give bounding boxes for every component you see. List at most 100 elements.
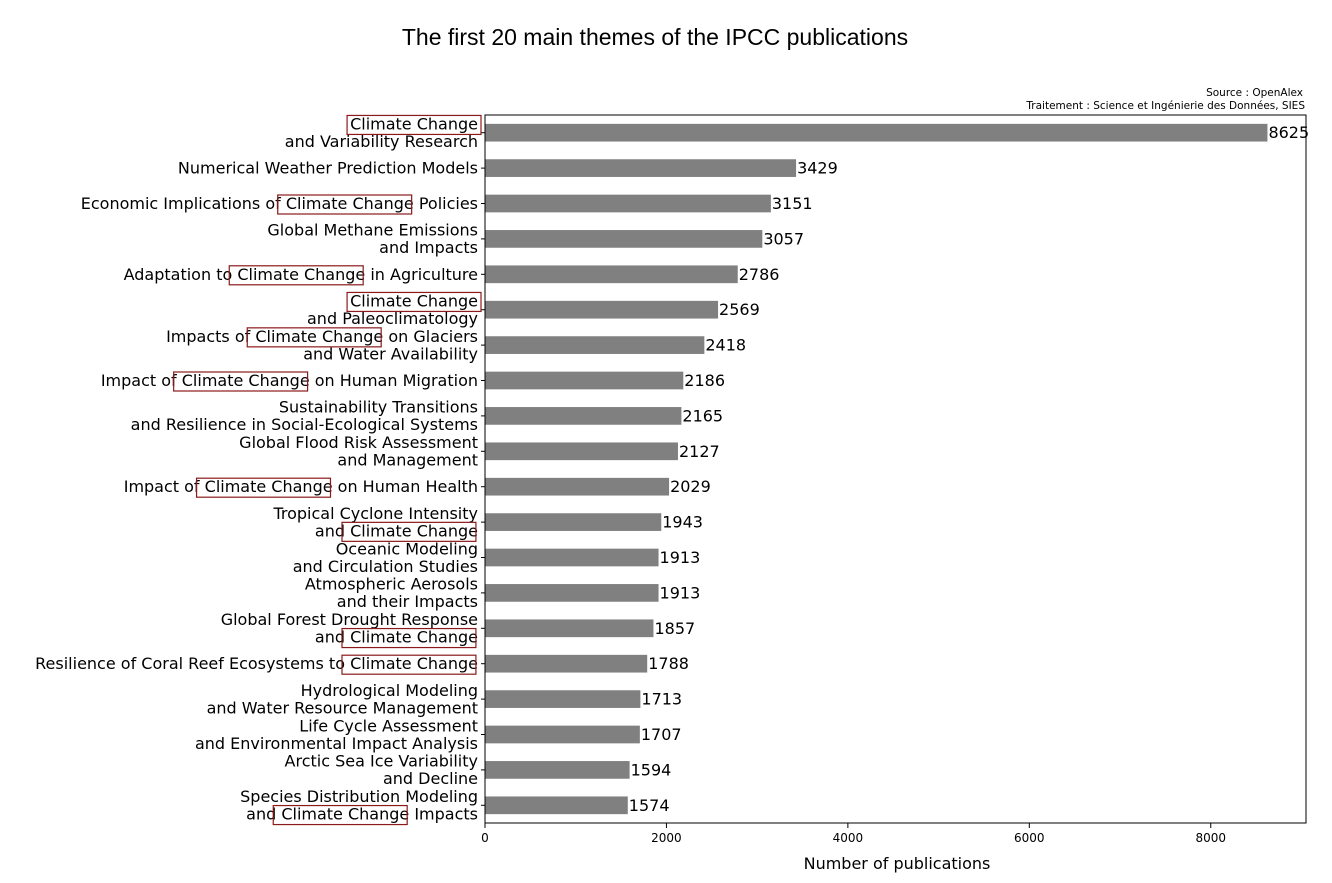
x-axis-ticks: 0 2000 4000 6000 8000 [481,823,1226,845]
data-label: 2186 [684,371,725,390]
category-label: and Impacts [379,238,478,257]
highlight-box [341,521,477,542]
bar [485,584,659,602]
category-label: and Circulation Studies [293,557,478,576]
category-label: and Management [337,451,478,470]
category-label: and Variability Research [285,132,478,151]
data-label: 1574 [629,796,670,815]
category-label: Tropical Cyclone Intensity [272,504,478,523]
category-label: Hydrological Modeling [301,681,478,700]
data-label: 2127 [679,442,720,461]
bar [485,159,797,177]
data-label: 1857 [654,619,695,638]
category-label: and their Impacts [337,592,478,611]
category-label: Impacts of Climate Change on Glaciers [166,327,478,346]
bar [485,513,662,531]
bar [485,230,763,248]
chart-title: The first 20 main themes of the IPCC pub… [402,24,908,50]
category-label: Atmospheric Aerosols [305,575,478,594]
data-label: 1788 [648,654,689,673]
data-label: 1943 [662,513,703,532]
bar [485,548,659,567]
bar [485,477,670,496]
bar [485,371,684,390]
category-label: Global Flood Risk Assessment [239,433,478,452]
bar [485,690,641,708]
bar [485,300,719,319]
data-label: 2418 [705,336,746,355]
category-label: and Environmental Impact Analysis [195,734,478,753]
bar [485,336,705,354]
highlight-box [195,477,332,498]
highlight-box [246,327,382,348]
data-label: 8625 [1268,123,1309,142]
data-label: 1707 [641,725,682,744]
category-label: and Water Availability [303,344,478,363]
bar [485,761,630,779]
category-label: Impact of Climate Change on Human Health [124,477,478,496]
category-label: Life Cycle Assessment [299,716,478,735]
highlight-box [173,371,309,392]
x-tick-label: 0 [481,831,489,845]
data-label: 2029 [670,477,711,496]
data-label: 3429 [797,159,838,178]
category-label: Global Methane Emissions [267,221,478,240]
highlight-box [341,654,477,675]
category-label: Oceanic Modeling [336,539,478,558]
x-tick-label: 2000 [651,831,682,845]
highlight-box [228,265,364,286]
category-label: Impact of Climate Change on Human Migrat… [101,371,478,390]
category-label: and Decline [383,769,478,788]
category-label: Arctic Sea Ice Variability [285,752,478,771]
category-label: Global Forest Drought Response [221,610,478,629]
bar [485,123,1268,142]
highlight-box [341,627,477,649]
category-label: and Climate Change Impacts [246,805,478,824]
bar [485,442,678,461]
category-label: Climate Change [350,291,478,310]
highlight-box [346,291,482,313]
bar [485,407,682,425]
processing-line: Traitement : Science et Ingénierie des D… [1025,100,1305,112]
bar [485,725,640,744]
source-line: Source : OpenAlex [1206,87,1303,99]
value-labels-layer: 8625 3429 3151 3057 2786 2569 2418 2186 2165 2127… [629,123,1309,815]
highlight-box [277,194,413,215]
data-label: 2786 [739,265,780,284]
data-label: 1713 [641,690,682,709]
category-label: Sustainability Transitions [279,398,478,417]
data-label: 3151 [772,194,813,213]
x-tick-label: 4000 [833,831,864,845]
category-label: Climate Change [350,114,478,133]
category-label: Adaptation to Climate Change in Agricult… [124,265,478,284]
category-label: Economic Implications of Climate Change … [81,194,478,213]
bars-layer [485,123,1268,815]
bar [485,265,738,284]
data-label: 2569 [719,300,760,319]
category-label: and Climate Change [315,521,478,540]
data-label: 2165 [682,406,723,425]
plot-frame [484,114,1307,824]
x-axis-label: Number of publications [804,854,991,873]
data-label: 3057 [763,229,804,248]
category-label: Numerical Weather Prediction Models [178,159,478,178]
category-label: Species Distribution Modeling [240,787,478,806]
category-label: and Water Resource Management [207,698,478,717]
category-label: and Climate Change [315,628,478,647]
bar [485,796,628,815]
category-label: and Resilience in Social-Ecological Syst… [131,415,478,434]
bar [485,654,648,673]
x-tick-label: 8000 [1195,831,1226,845]
bar [485,619,654,638]
category-label: and Paleoclimatology [307,309,478,328]
data-label: 1913 [660,583,701,602]
category-label: Resilience of Coral Reef Ecosystems to C… [35,654,478,673]
bar [485,194,771,213]
data-label: 1913 [660,548,701,567]
x-tick-label: 6000 [1014,831,1045,845]
highlight-box [346,114,482,136]
highlight-box [272,804,408,826]
